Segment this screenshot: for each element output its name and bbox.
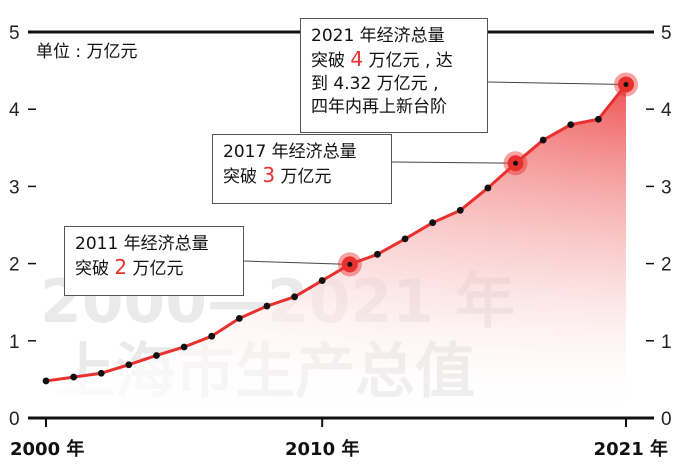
annotation-2011-suffix: 万亿元 bbox=[127, 259, 184, 279]
data-point-2003 bbox=[125, 361, 133, 369]
data-point-2015 bbox=[456, 206, 464, 214]
annotation-2017-line2: 突破 3 万亿元 bbox=[223, 164, 381, 189]
y-tick-label-right-2: 2 bbox=[661, 255, 672, 276]
data-point-2020 bbox=[594, 115, 602, 123]
annotation-2021-suffix: 万亿元 , 达 bbox=[363, 51, 453, 71]
data-point-2012 bbox=[374, 250, 381, 258]
annotation-2021-prefix: 突破 bbox=[311, 51, 351, 71]
annotation-2011-line2: 突破 2 万亿元 bbox=[75, 256, 233, 281]
unit-label: 单位 : 万亿元 bbox=[36, 42, 138, 62]
data-point-2014 bbox=[429, 219, 437, 227]
series-area-fade bbox=[46, 84, 626, 418]
data-point-2004 bbox=[153, 352, 160, 359]
leader-layer bbox=[243, 81, 627, 265]
leader-2017 bbox=[391, 161, 516, 164]
y-tick-label-left-3: 3 bbox=[9, 177, 20, 198]
data-point-2006 bbox=[208, 332, 216, 340]
y-tick-label-left-5: 5 bbox=[9, 23, 20, 44]
annotation-2017-prefix: 突破 bbox=[223, 167, 263, 187]
data-point-2010 bbox=[318, 277, 326, 284]
data-point-2005 bbox=[180, 343, 188, 351]
annotation-2021-line3: 到 4.32 万亿元 , bbox=[311, 74, 439, 94]
y-tick-label-right-0: 0 bbox=[661, 409, 672, 430]
data-point-2007 bbox=[235, 315, 243, 322]
x-tick-label-2021: 2021 年 bbox=[594, 438, 668, 460]
highlight-dot-2021 bbox=[623, 81, 629, 87]
series-line bbox=[45, 83, 628, 383]
data-point-2018 bbox=[539, 136, 547, 144]
annotation-2021-value: 4 bbox=[350, 47, 364, 71]
annotation-2011-value: 2 bbox=[114, 255, 128, 279]
area-layer bbox=[46, 84, 626, 418]
data-point-2019 bbox=[567, 121, 575, 129]
data-point-2001 bbox=[70, 373, 78, 381]
y-tick-label-right-5: 5 bbox=[661, 23, 672, 44]
highlight-dot-2017 bbox=[513, 160, 519, 166]
annotation-2021-line2: 突破 4 万亿元 , 达 bbox=[311, 48, 477, 73]
point-layer bbox=[42, 72, 638, 385]
annotation-2021: 2021 年经济总量 突破 4 万亿元 , 达 到 4.32 万亿元 , 四年内… bbox=[300, 18, 488, 133]
annotation-2021-line4: 四年内再上新台阶 bbox=[311, 97, 447, 117]
data-point-2013 bbox=[401, 235, 409, 243]
annotation-2017: 2017 年经济总量 突破 3 万亿元 bbox=[212, 134, 392, 204]
y-tick-label-left-2: 2 bbox=[9, 255, 20, 276]
y-tick-label-left-4: 4 bbox=[9, 100, 20, 121]
y-tick-label-right-4: 4 bbox=[661, 100, 672, 121]
y-tick-label-left-1: 1 bbox=[9, 332, 20, 353]
leader-2011 bbox=[243, 260, 350, 265]
annotation-2021-line1: 2021 年经济总量 bbox=[311, 26, 445, 46]
annotation-2017-suffix: 万亿元 bbox=[275, 167, 332, 187]
highlight-dot-2011 bbox=[347, 261, 353, 267]
annotation-2011-line1: 2011 年经济总量 bbox=[75, 234, 209, 254]
data-point-2000 bbox=[42, 377, 50, 385]
leader-2021 bbox=[487, 81, 627, 85]
annotation-2011: 2011 年经济总量 突破 2 万亿元 bbox=[64, 226, 244, 296]
data-point-2009 bbox=[291, 293, 298, 301]
data-point-2008 bbox=[263, 302, 271, 310]
annotation-2017-value: 3 bbox=[262, 163, 276, 187]
annotation-2011-prefix: 突破 bbox=[75, 259, 115, 279]
y-tick-label-left-0: 0 bbox=[9, 409, 20, 430]
y-tick-label-right-1: 1 bbox=[661, 332, 672, 353]
data-point-2002 bbox=[97, 369, 105, 377]
y-tick-label-right-3: 3 bbox=[661, 177, 672, 198]
x-tick-label-2000: 2000 年 bbox=[10, 438, 84, 460]
data-point-2016 bbox=[484, 184, 492, 192]
x-tick-label-2010: 2010 年 bbox=[285, 438, 359, 460]
line-layer bbox=[45, 83, 628, 383]
annotation-2017-line1: 2017 年经济总量 bbox=[223, 142, 357, 162]
